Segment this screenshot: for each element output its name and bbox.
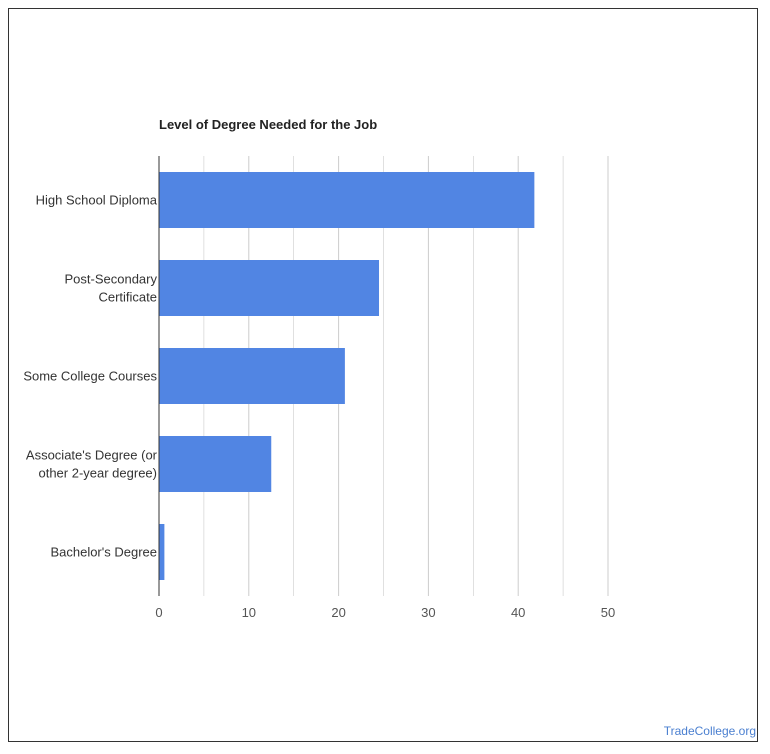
category-label: Some College Courses [23, 369, 157, 384]
x-tick-label: 20 [331, 605, 345, 620]
category-label: Post-Secondary [65, 272, 158, 287]
chart-title: Level of Degree Needed for the Job [159, 117, 378, 132]
category-label: Bachelor's Degree [50, 545, 157, 560]
x-tick-label: 0 [155, 605, 162, 620]
category-label: Certificate [98, 290, 157, 305]
bar-2 [159, 348, 345, 404]
bar-3 [159, 436, 272, 492]
x-tick-label: 30 [421, 605, 435, 620]
bar-4 [159, 524, 165, 580]
bar-0 [159, 172, 535, 228]
x-tick-label: 40 [511, 605, 525, 620]
bar-1 [159, 260, 380, 316]
x-tick-label: 50 [601, 605, 615, 620]
x-tick-label: 10 [242, 605, 256, 620]
category-label: Associate's Degree (or [26, 448, 158, 463]
category-label: other 2-year degree) [38, 466, 157, 481]
watermark-link[interactable]: TradeCollege.org [663, 724, 756, 738]
chart-frame [8, 8, 758, 742]
category-label: High School Diploma [36, 193, 158, 208]
